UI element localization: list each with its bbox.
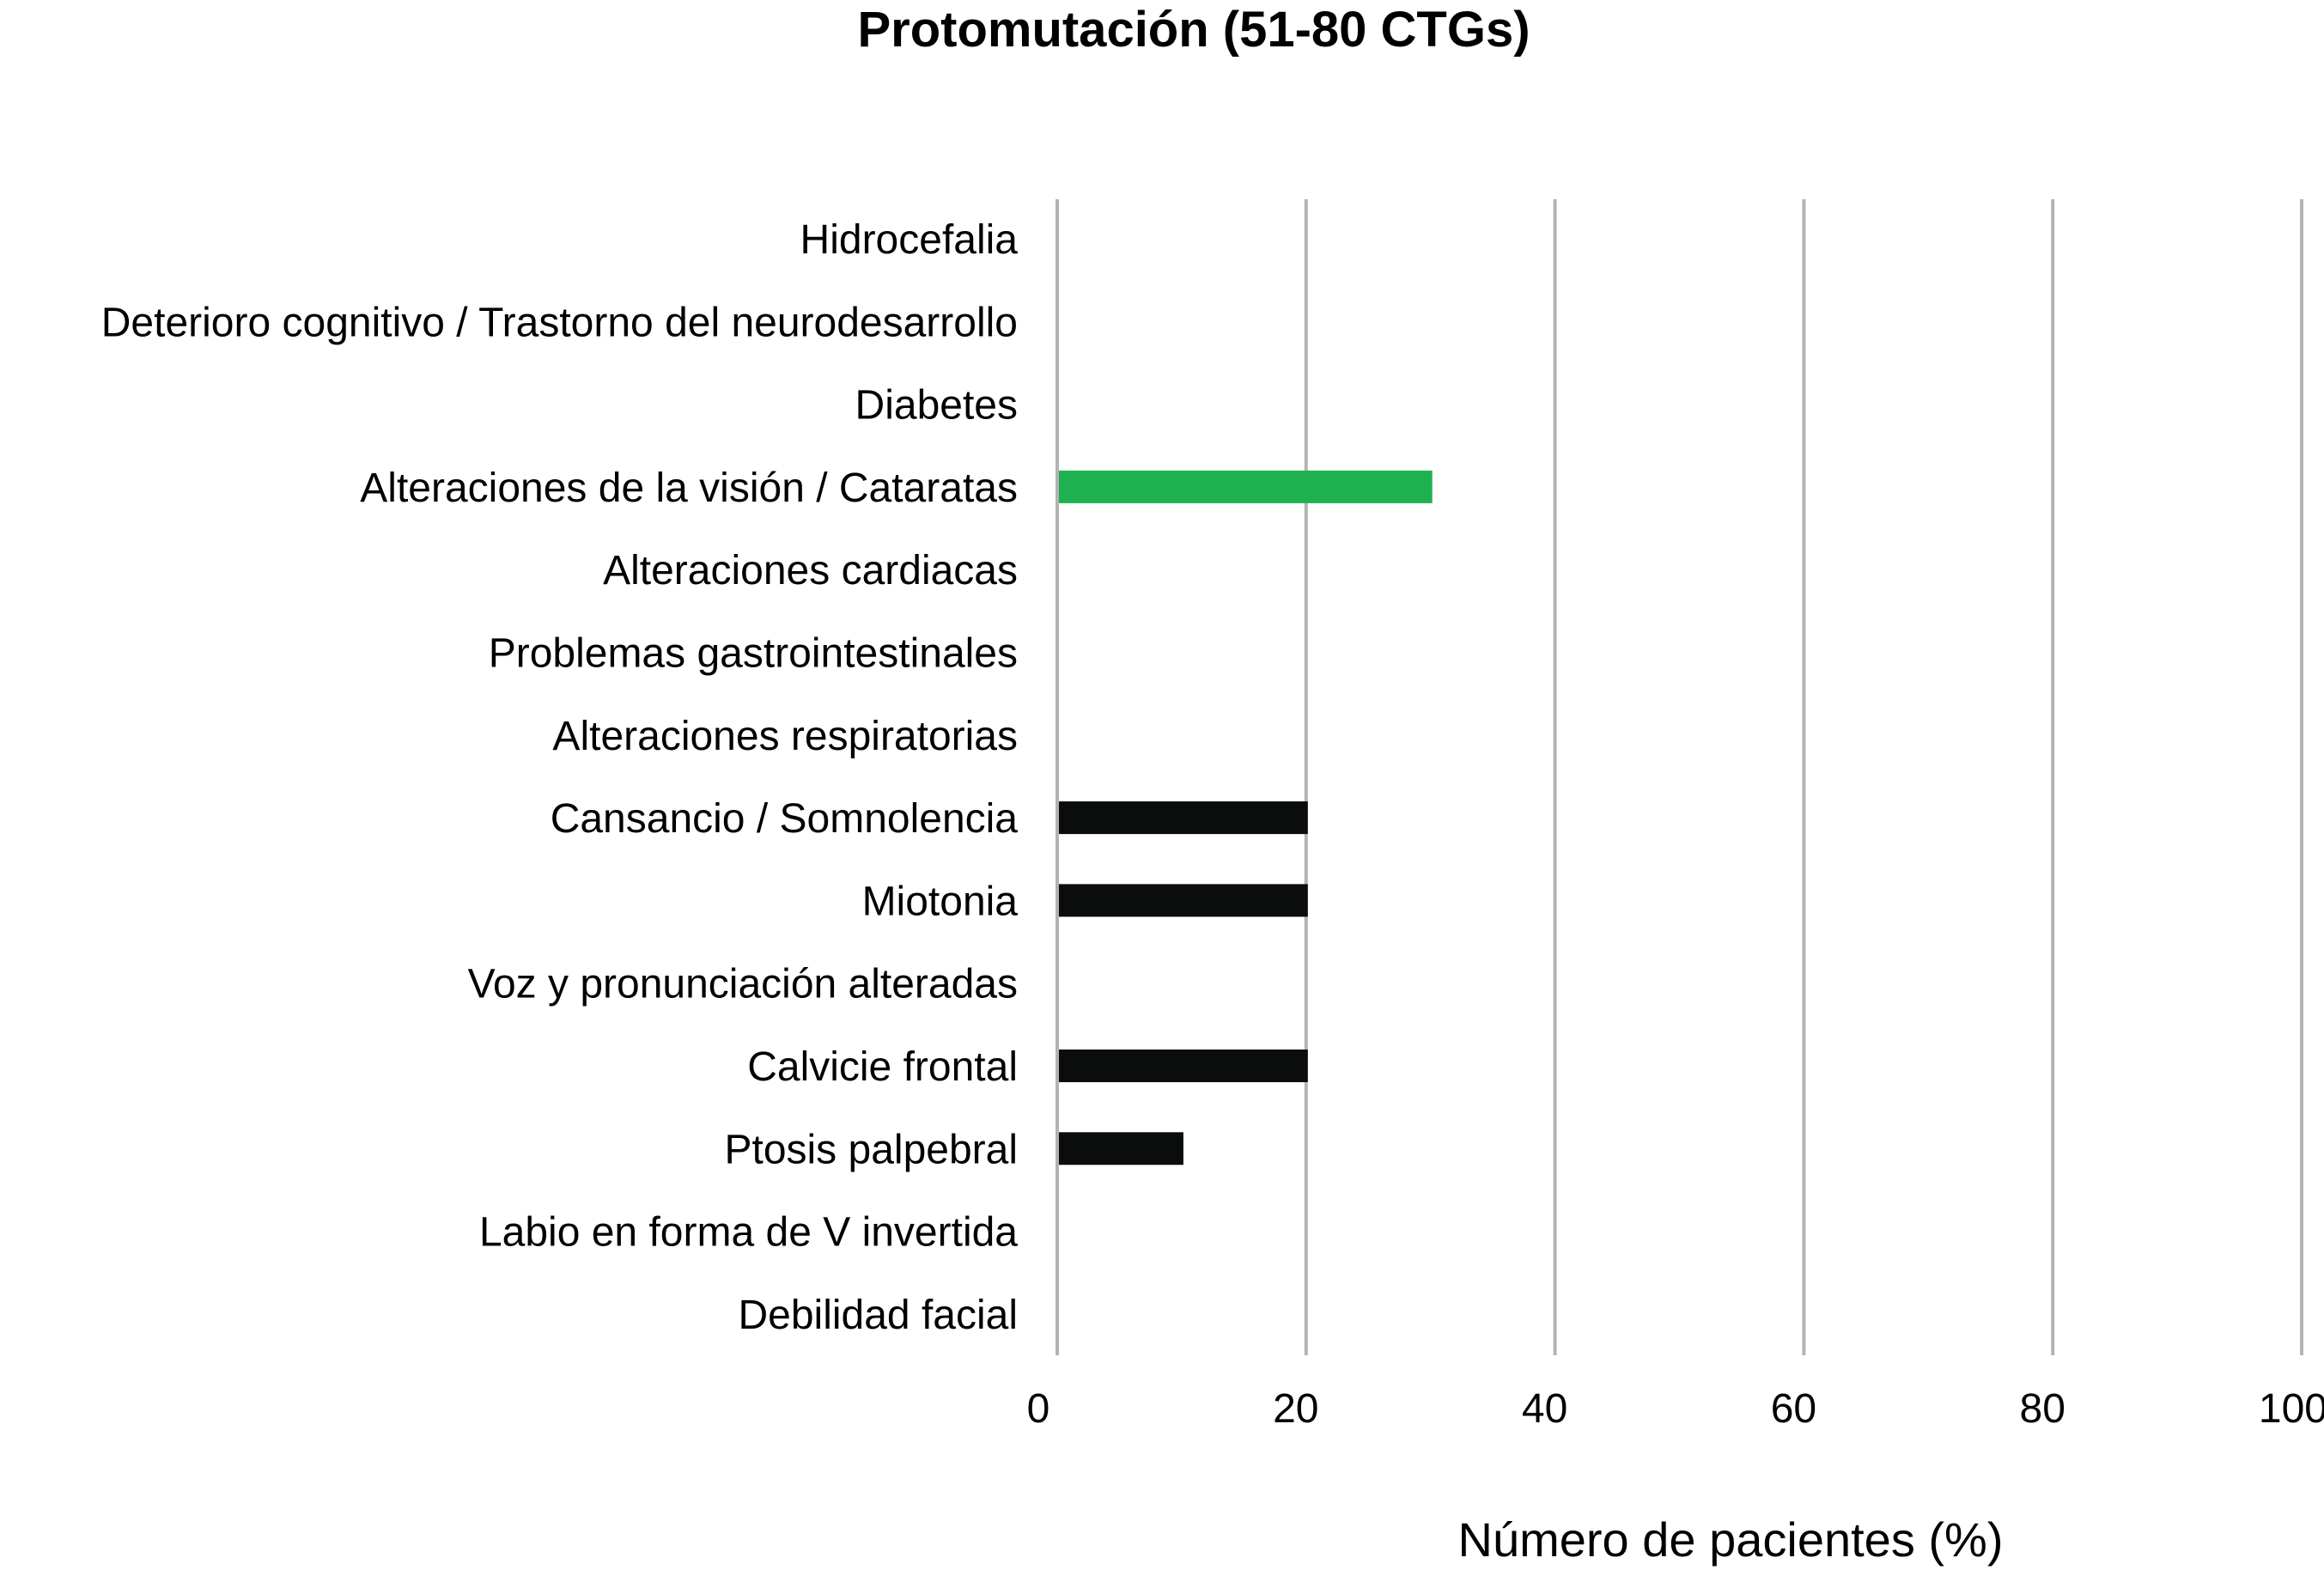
category-label: Alteraciones de la visión / Cataratas [360, 465, 1018, 511]
chart-title: Protomutación (51-80 CTGs) [857, 2, 1530, 58]
category-label: Hidrocefalia [800, 217, 1019, 263]
category-label: Ptosis palpebral [724, 1127, 1018, 1172]
category-label: Diabetes [855, 383, 1018, 429]
x-tick-label: 0 [1027, 1386, 1050, 1432]
bar [1059, 801, 1308, 835]
x-tick-labels: 0 20 40 60 80 100 [1027, 1386, 2324, 1432]
category-labels: Hidrocefalia Deterioro cognitivo / Trasto… [101, 217, 1019, 1338]
bars [1059, 470, 1433, 1165]
category-label: Calvicie frontal [747, 1044, 1018, 1090]
bar [1059, 470, 1433, 503]
bar [1059, 1132, 1183, 1165]
x-tick-label: 100 [2259, 1386, 2324, 1432]
category-label: Alteraciones cardiacas [603, 548, 1018, 593]
category-label: Problemas gastrointestinales [489, 631, 1018, 677]
x-tick-label: 60 [1771, 1386, 1816, 1432]
category-label: Deterioro cognitivo / Trastorno del neur… [101, 300, 1018, 345]
gridlines [1056, 199, 2303, 1355]
x-tick-label: 80 [2020, 1386, 2065, 1432]
x-tick-label: 40 [1522, 1386, 1567, 1432]
x-tick-label: 20 [1273, 1386, 1318, 1432]
category-label: Cansancio / Somnolencia [551, 796, 1019, 842]
category-label: Debilidad facial [738, 1293, 1018, 1338]
category-label: Labio en forma de V invertida [479, 1210, 1018, 1256]
x-axis-title: Número de pacientes (%) [1458, 1512, 2004, 1567]
category-label: Voz y pronunciación alteradas [468, 962, 1018, 1007]
category-label: Miotonia [862, 879, 1019, 924]
category-label: Alteraciones respiratorias [552, 714, 1018, 759]
bar [1059, 884, 1308, 917]
bar [1059, 1050, 1308, 1082]
